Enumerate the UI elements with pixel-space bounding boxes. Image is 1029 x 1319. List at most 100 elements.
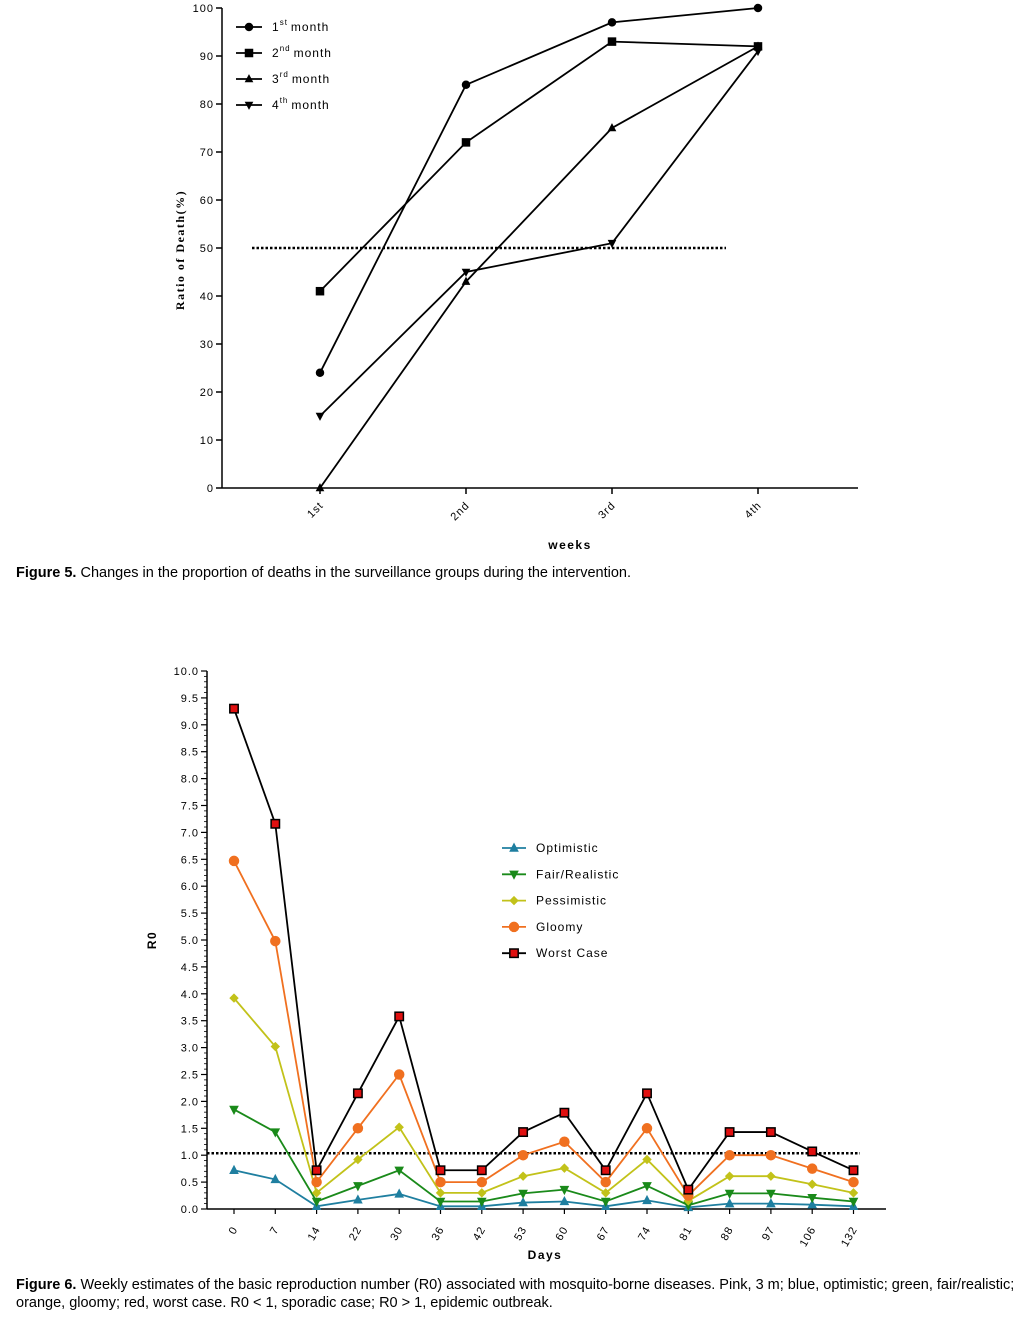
x-tick-label: 106 [798, 1225, 819, 1249]
y-tick-label: 0 [207, 483, 214, 495]
x-tick-label: 22 [347, 1225, 365, 1243]
data-point [607, 37, 617, 46]
legend-label: 3rd month [272, 70, 330, 86]
data-point [559, 1185, 570, 1196]
data-point [394, 1166, 405, 1176]
data-point [724, 1198, 735, 1208]
data-point [435, 1188, 446, 1198]
data-point [559, 1107, 570, 1118]
y-tick-label: 10 [200, 435, 214, 447]
data-point [435, 1165, 446, 1176]
data-point [315, 368, 325, 378]
y-tick-label: 0.5 [181, 1177, 199, 1189]
data-point [461, 80, 471, 90]
data-point [807, 1146, 818, 1157]
data-point [394, 1188, 405, 1198]
y-tick-label: 6.0 [181, 881, 199, 893]
data-point [724, 1149, 735, 1161]
data-point [807, 1194, 818, 1204]
data-point [848, 1188, 859, 1198]
data-point [315, 412, 325, 421]
figure-6-caption: Figure 6. Weekly estimates of the basic … [16, 1276, 1021, 1312]
x-tick-label: 97 [760, 1225, 778, 1243]
y-tick-label: 9.0 [181, 720, 199, 732]
y-tick-label: 10.0 [174, 666, 199, 678]
y-tick-label: 6.5 [181, 854, 199, 866]
data-point [228, 855, 240, 867]
data-point [753, 3, 763, 13]
y-tick-label: 20 [200, 387, 214, 399]
data-point [642, 1194, 652, 1205]
y-tick-label: 3.0 [181, 1043, 199, 1055]
legend-label: Gloomy [536, 920, 583, 934]
series-line [319, 40, 759, 292]
data-point [270, 1128, 281, 1138]
legend-marker [509, 895, 519, 906]
data-point [806, 1163, 818, 1174]
y-tick-label: 7.0 [181, 827, 199, 839]
data-point [311, 1165, 322, 1176]
data-point [642, 1182, 652, 1192]
figure-6-caption-label: Figure 6. [16, 1277, 77, 1293]
data-point [476, 1165, 487, 1176]
data-point [607, 239, 617, 249]
data-point [600, 1176, 611, 1188]
y-tick-label: 4.5 [181, 962, 199, 974]
series-line [319, 7, 759, 374]
data-point [642, 1154, 652, 1165]
legend-label: 4th month [272, 96, 330, 112]
figure-6-caption-text: Weekly estimates of the basic reproducti… [16, 1277, 1015, 1311]
data-point [848, 1197, 859, 1207]
data-point [476, 1197, 487, 1207]
series-line [319, 50, 759, 417]
legend-label: Worst Case [536, 946, 608, 960]
data-point [848, 1165, 859, 1176]
x-tick-label: 14 [306, 1225, 324, 1243]
data-point [848, 1176, 859, 1188]
data-point [352, 1088, 363, 1099]
y-tick-label: 9.5 [181, 693, 199, 705]
data-point [270, 818, 281, 829]
y-axis-title: Ratio of Death(%) [173, 190, 187, 310]
data-point [353, 1194, 363, 1204]
legend-marker [509, 870, 519, 880]
y-tick-label: 100 [193, 3, 214, 15]
legend-label: Optimistic [536, 841, 599, 855]
y-tick-label: 2.5 [181, 1070, 199, 1082]
data-point [766, 1189, 776, 1199]
series-line [233, 860, 854, 1197]
y-tick-label: 2.0 [181, 1096, 199, 1108]
data-point [477, 1188, 487, 1198]
y-tick-label: 8.0 [181, 774, 199, 786]
data-point [394, 1011, 405, 1022]
legend-label: 2nd month [272, 44, 332, 60]
data-point [724, 1127, 735, 1138]
data-point [559, 1163, 570, 1173]
y-tick-label: 90 [200, 51, 214, 63]
data-point [229, 1164, 239, 1174]
data-point [315, 483, 325, 492]
y-tick-label: 8.5 [181, 747, 199, 759]
data-point [311, 1176, 322, 1188]
x-tick-label: 30 [388, 1225, 406, 1243]
data-point [229, 993, 239, 1003]
data-point [600, 1197, 611, 1207]
x-tick-label: 60 [553, 1225, 571, 1243]
legend-label: Pessimistic [536, 894, 607, 908]
data-point [807, 1179, 817, 1189]
legend-marker [244, 101, 254, 110]
y-tick-label: 5.5 [181, 908, 199, 920]
x-tick-label: 132 [839, 1225, 860, 1249]
data-point [753, 47, 763, 57]
data-point [683, 1184, 694, 1195]
series-line [233, 1108, 854, 1207]
data-point [311, 1188, 322, 1198]
legend-marker [244, 48, 254, 58]
data-point [641, 1123, 653, 1134]
data-point [517, 1149, 529, 1161]
data-point [229, 703, 239, 714]
figure-5-caption: Figure 5. Changes in the proportion of d… [16, 564, 631, 582]
y-tick-label: 30 [200, 339, 214, 351]
data-point [270, 1173, 281, 1184]
